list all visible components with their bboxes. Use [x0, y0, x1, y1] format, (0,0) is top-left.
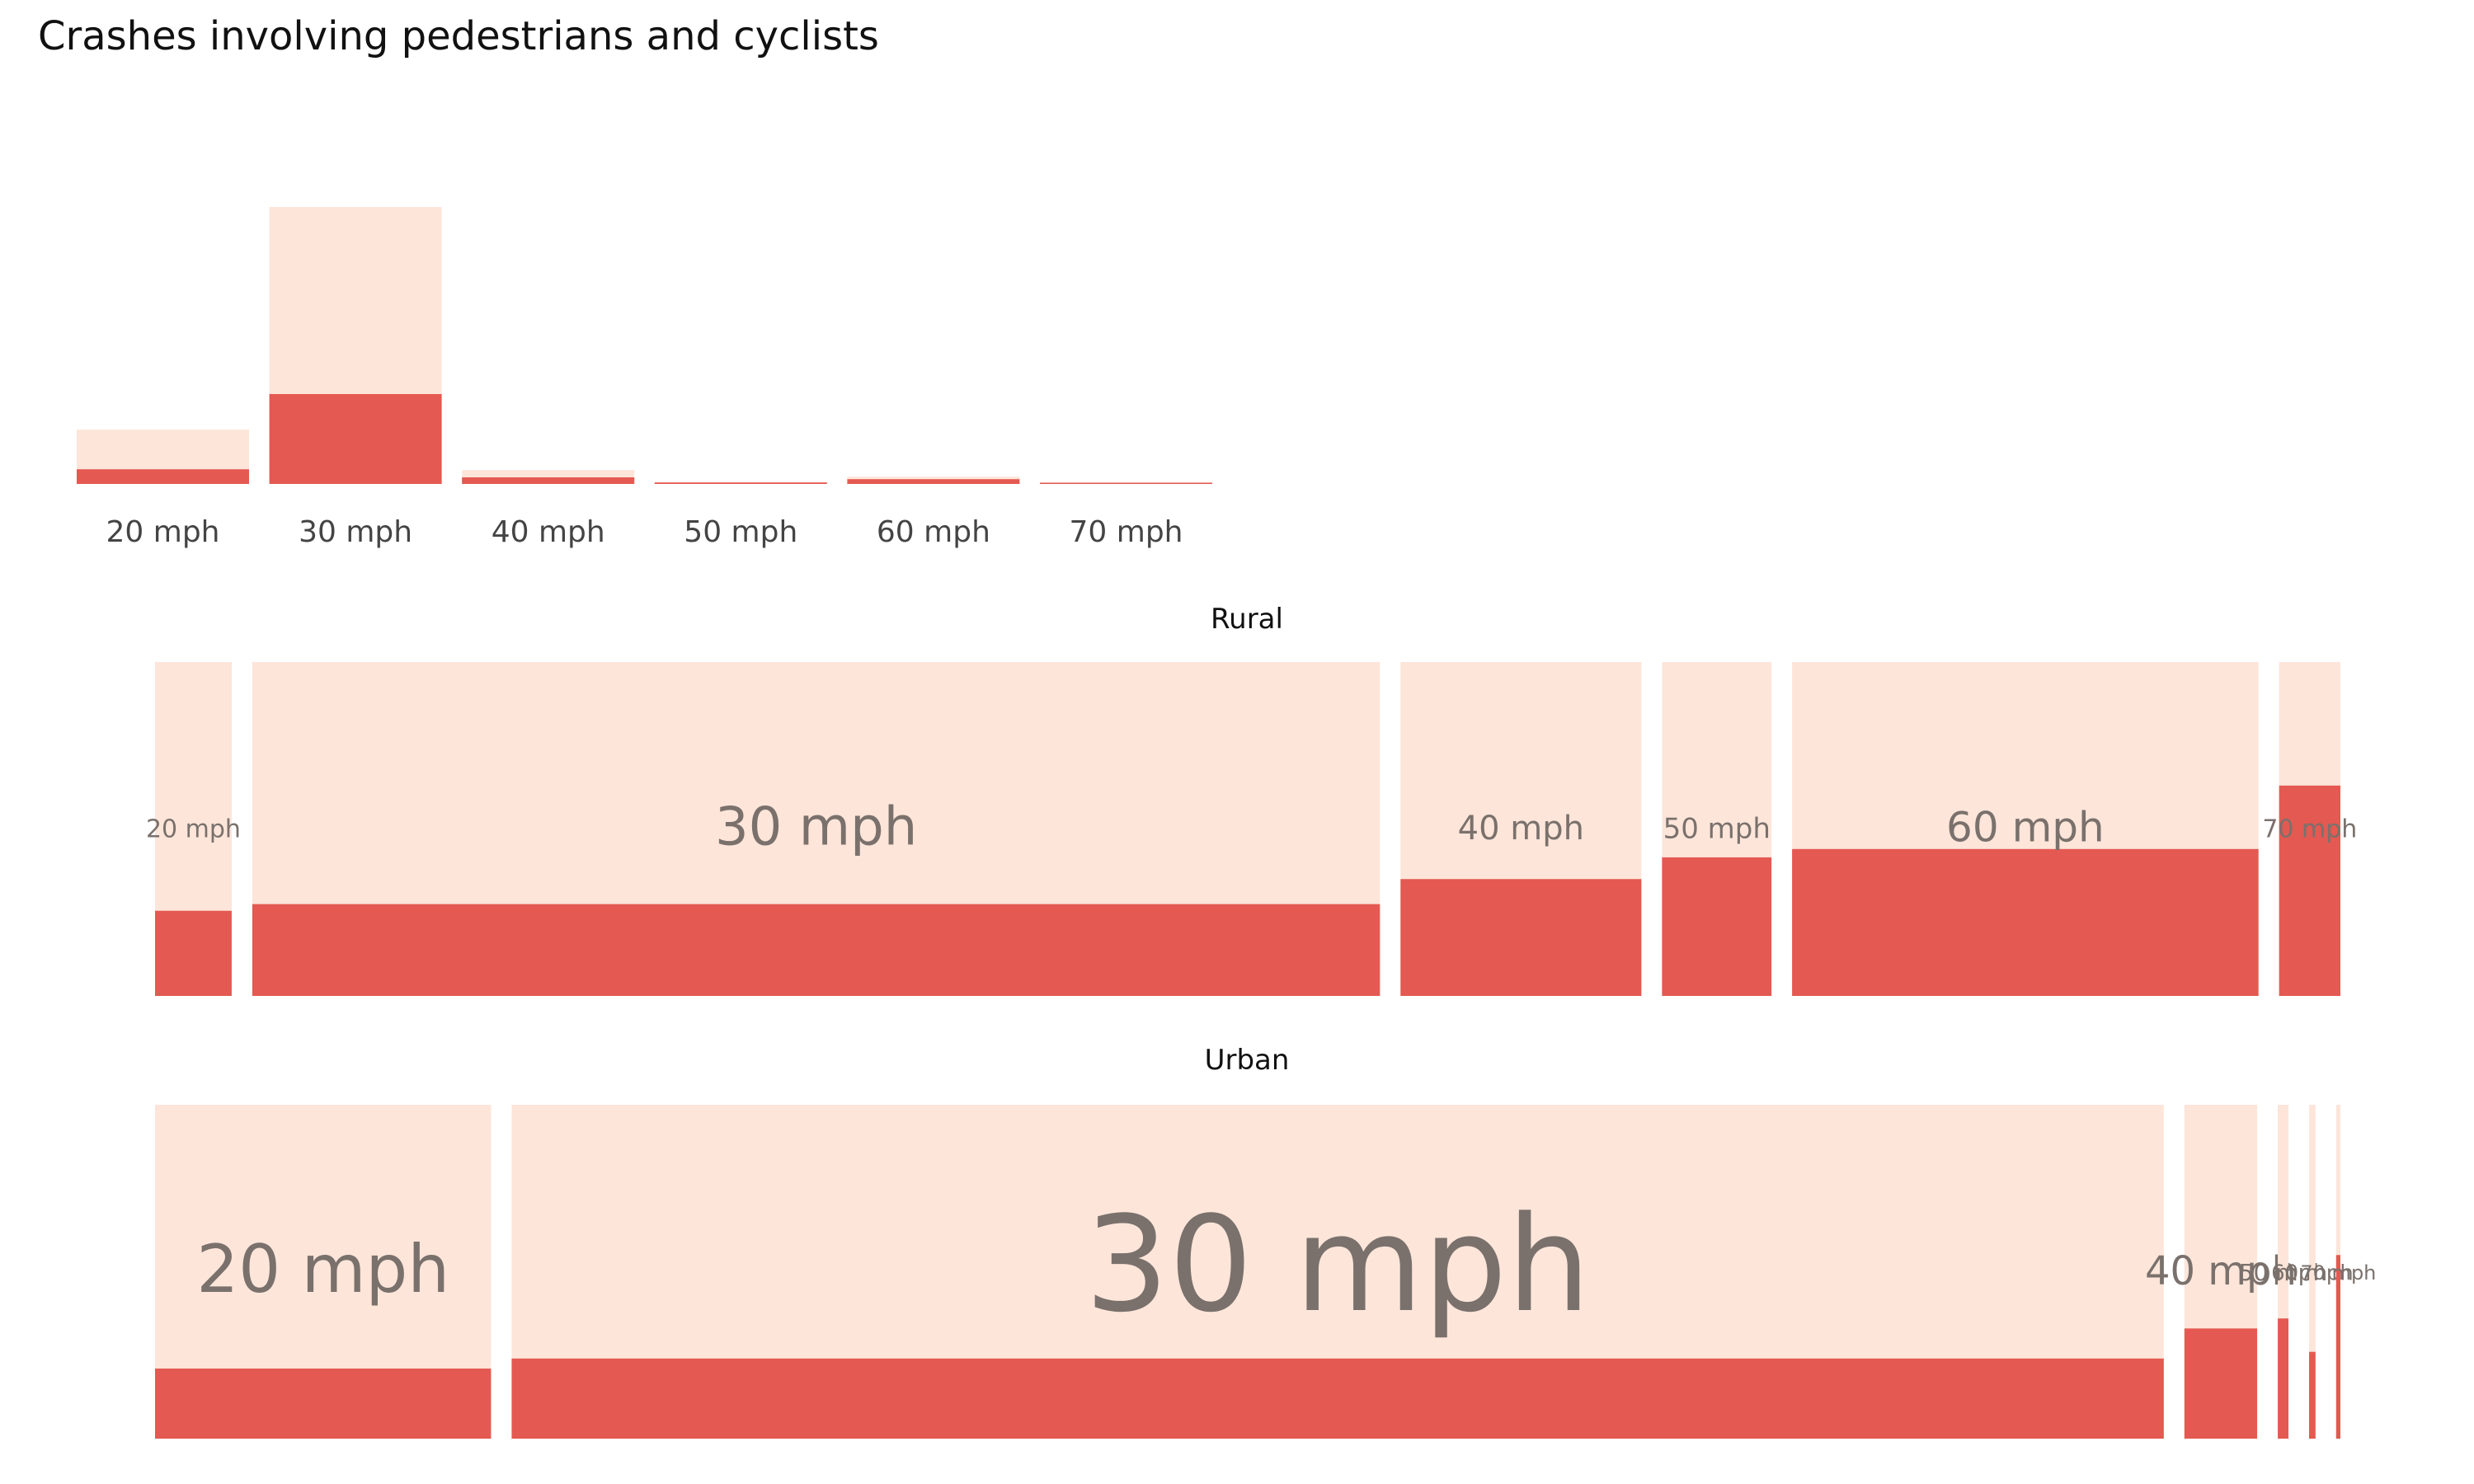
urban-cell-involved-50-mph: [2278, 1318, 2289, 1439]
urban-cell-involved-60-mph: [2309, 1351, 2316, 1439]
rural-cell-involved-60-mph: [1792, 848, 2259, 996]
bar-involved-60-mph: [847, 479, 1020, 484]
x-tick-label-70-mph: 70 mph: [1070, 515, 1183, 549]
urban-cell-involved-20-mph: [155, 1368, 492, 1439]
urban-cell-involved-70-mph: [2335, 1255, 2340, 1439]
speed-limit-bar-panel: 20 mph 30 mph 40 mph 50 mph 60 mph 70 mph: [77, 207, 1212, 549]
rural-cell-involved-50-mph: [1662, 857, 1772, 996]
chart-title: Crashes involving pedestrians and cyclis…: [38, 13, 879, 59]
urban-cell-label-30-mph: 30 mph: [1084, 1187, 1590, 1341]
rural-cell-label-20-mph: 20 mph: [146, 815, 241, 844]
x-tick-label-50-mph: 50 mph: [684, 515, 797, 549]
urban-cell-label-70-mph: 70 mph: [2300, 1261, 2376, 1284]
rural-mosaic-panel: 20 mph 30 mph 40 mph 50 mph 60 mph 70 mph: [146, 662, 2357, 996]
rural-cell-involved-30-mph: [252, 904, 1380, 996]
x-tick-label-40-mph: 40 mph: [492, 515, 605, 549]
urban-cell-involved-30-mph: [511, 1358, 2164, 1439]
urban-cell-involved-40-mph: [2184, 1328, 2258, 1439]
rural-cell-involved-20-mph: [155, 910, 232, 996]
urban-cell-total-60-mph: [2309, 1105, 2316, 1439]
bar-involved-20-mph: [77, 469, 249, 484]
x-tick-label-30-mph: 30 mph: [299, 515, 412, 549]
rural-cell-label-70-mph: 70 mph: [2262, 815, 2357, 844]
rural-cell-label-60-mph: 60 mph: [1946, 804, 2105, 852]
rural-cell-label-50-mph: 50 mph: [1663, 813, 1771, 846]
rural-cell-involved-40-mph: [1400, 879, 1642, 996]
bar-involved-70-mph: [1040, 482, 1212, 484]
urban-cell-label-20-mph: 20 mph: [196, 1231, 449, 1308]
rural-cell-label-40-mph: 40 mph: [1458, 810, 1584, 848]
bar-involved-50-mph: [654, 482, 827, 484]
urban-cell-label-40-mph: 40 mph: [2145, 1248, 2297, 1294]
bar-involved-30-mph: [269, 393, 442, 484]
bar-involved-40-mph: [462, 477, 635, 484]
x-tick-label-60-mph: 60 mph: [877, 515, 990, 549]
rural-cell-involved-70-mph: [2279, 785, 2340, 996]
urban-panel-title: Urban: [1205, 1044, 1290, 1077]
x-tick-label-20-mph: 20 mph: [106, 515, 220, 549]
rural-panel-title: Rural: [1211, 603, 1283, 636]
rural-cell-label-30-mph: 30 mph: [715, 797, 917, 858]
